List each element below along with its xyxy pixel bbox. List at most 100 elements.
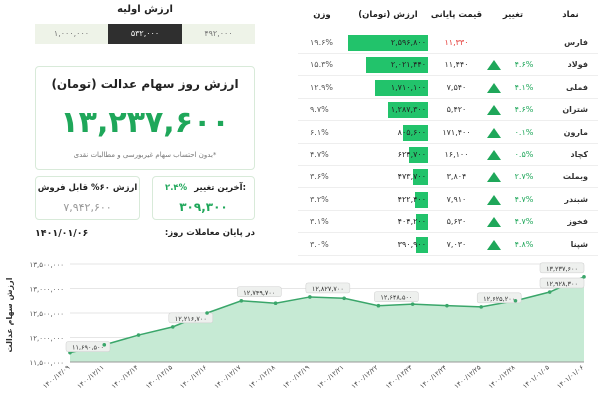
- value-bar: [375, 79, 428, 96]
- table-header: ارزش (تومان): [358, 10, 418, 20]
- value-label: ۱,۲۸۷,۳۰۰: [390, 105, 426, 115]
- point: [171, 325, 175, 329]
- value-label: ۱۳,۲۳۷,۶۰۰: [546, 265, 578, 273]
- row-divider: [298, 232, 598, 234]
- value-label: ۴۰۴,۲۰۰: [397, 217, 426, 227]
- initial-selector: ۱,۰۰۰,۰۰۰ ۵۳۲,۰۰۰ ۴۹۲,۰۰۰: [35, 24, 255, 44]
- x-tick-label: ۱۴۰۱/۰۱/۰۶: [555, 363, 585, 390]
- price: ۱۷۱,۴۰۰: [442, 127, 471, 137]
- weight: ۳.۶%: [310, 172, 329, 182]
- initial-option[interactable]: ۴۹۲,۰۰۰: [204, 29, 233, 38]
- symbol: مارون: [563, 127, 588, 137]
- symbol: شتران: [562, 105, 588, 115]
- up-arrow: [487, 217, 501, 228]
- x-tick-label: ۱۴۰۰/۱۲/۱۹: [281, 363, 311, 390]
- y-tick-label: ۱۲,۰۰۰,۰۰۰: [29, 335, 64, 343]
- x-tick-label: ۱۴۰۰/۱۲/۱۸: [247, 363, 277, 390]
- weight: ۱۵.۳%: [310, 60, 334, 70]
- value-label: ۴۲۲,۴۰۰: [397, 194, 426, 204]
- weight: ۱۹.۶%: [310, 38, 334, 47]
- row-divider: [298, 254, 598, 256]
- value-bar: [408, 147, 428, 163]
- value-label-bg: [65, 341, 111, 352]
- y-tick-label: ۱۲,۵۰۰,۰۰۰: [29, 310, 64, 318]
- value-label: ۸۰۵,۶۰۰: [397, 127, 426, 137]
- value-label: ۶۲۴,۷۰۰: [397, 150, 426, 159]
- up-arrow: [487, 60, 501, 71]
- point: [136, 333, 141, 337]
- value-label: ۴۷۳,۷۰۰: [397, 172, 426, 182]
- row-divider: [298, 53, 598, 54]
- value-bar: [414, 191, 428, 208]
- value-bar: [348, 35, 428, 51]
- initial-option[interactable]: ۱,۰۰۰,۰۰۰: [53, 29, 90, 38]
- row-divider: [298, 75, 598, 77]
- symbol: فارس: [564, 38, 588, 47]
- value-label-bg: [305, 282, 351, 294]
- y-tick-label: ۱۱,۵۰۰,۰۰۰: [29, 359, 64, 367]
- table-header: وزن: [313, 10, 331, 20]
- x-tick-label: ۱۴۰۰/۱۲/۱۷: [213, 363, 243, 390]
- x-tick-label: ۱۴۰۰/۱۲/۱۵: [144, 363, 174, 390]
- change: ۴.۷%: [514, 194, 534, 204]
- value-label-bg: [539, 262, 585, 274]
- point: [376, 303, 381, 308]
- x-tick-label: ۱۴۰۰/۱۲/۱۴: [110, 363, 140, 390]
- up-arrow: [487, 239, 501, 250]
- y-tick-label: ۱۳,۰۰۰,۰۰۰: [29, 286, 64, 294]
- weight: ۱۲.۹%: [310, 82, 334, 92]
- up-arrow: [487, 194, 501, 205]
- row-divider: [298, 165, 598, 166]
- value-label: ۱۲,۸۲۷,۷۰۰: [312, 285, 344, 293]
- symbol: شپنا: [570, 239, 588, 249]
- value-label: ۱۱,۶۹۰,۵۰۰: [72, 344, 104, 352]
- value-bar: [415, 236, 428, 253]
- value-label: ۱,۷۱۰,۱۰۰: [390, 82, 426, 92]
- symbol: وبملت: [562, 172, 588, 182]
- change: ۴.۱%: [514, 82, 534, 92]
- x-tick-label: ۱۴۰۰/۱۲/۲۲: [350, 363, 380, 390]
- initial-option-selected[interactable]: ۵۳۲,۰۰۰: [108, 24, 182, 44]
- value-bar: [413, 169, 428, 186]
- summary-note: *بدون احتساب سهام غیربورسی و مطالبات نقد…: [73, 151, 217, 159]
- change: ۲.۷%: [514, 172, 534, 182]
- price: ۱۱,۳۳۰: [444, 38, 469, 47]
- value-label: ۱۲,۲۱۶,۷۰۰: [175, 315, 207, 323]
- change: ۰.۵%: [514, 150, 534, 159]
- x-tick-label: ۱۴۰۰/۱۲/۲۱: [316, 363, 346, 390]
- weight: ۶.۱%: [310, 127, 329, 137]
- symbol: فملی: [566, 82, 588, 92]
- change: ۴.۶%: [514, 60, 534, 70]
- price: ۷,۹۱۰: [446, 194, 467, 204]
- value-label-bg: [237, 286, 282, 298]
- point: [479, 305, 484, 309]
- x-tick-label: ۱۴۰۰/۱۲/۲۴: [418, 363, 448, 390]
- summary-box: ارزش روز سهام عدالت (تومان) ۱۳,۲۳۷,۶۰۰ *…: [35, 66, 255, 170]
- change: ۴.۷%: [514, 217, 534, 227]
- point: [273, 301, 278, 305]
- up-arrow: [487, 127, 501, 138]
- initial-title: ارزش اولیه: [117, 4, 173, 15]
- symbol: کچاد: [570, 150, 588, 159]
- change-value: ۳۰۹,۳۰۰: [179, 200, 228, 214]
- symbol: فخوز: [567, 217, 588, 227]
- value-label: ۲,۵۹۶,۸۰۰: [390, 38, 426, 47]
- weight: ۳.۱%: [310, 217, 329, 227]
- value-label-bg: [168, 312, 214, 324]
- line: [69, 276, 585, 354]
- point: [102, 343, 107, 347]
- weight: ۹.۷%: [310, 105, 329, 115]
- point: [445, 303, 449, 308]
- point: [342, 296, 346, 301]
- price: ۷,۵۴۰: [446, 82, 467, 92]
- value-label: ۱۲,۶۲۵,۲۰۰: [483, 295, 515, 303]
- y-tick-label: ۱۳,۵۰۰,۰۰۰: [29, 261, 64, 269]
- table-header: تغییر: [502, 10, 524, 20]
- price: ۱۱,۴۴۰: [444, 60, 469, 70]
- change: ۴.۶%: [514, 105, 534, 115]
- sellable-title: ارزش ۶۰% قابل فروش: [37, 183, 138, 193]
- area: [70, 276, 584, 362]
